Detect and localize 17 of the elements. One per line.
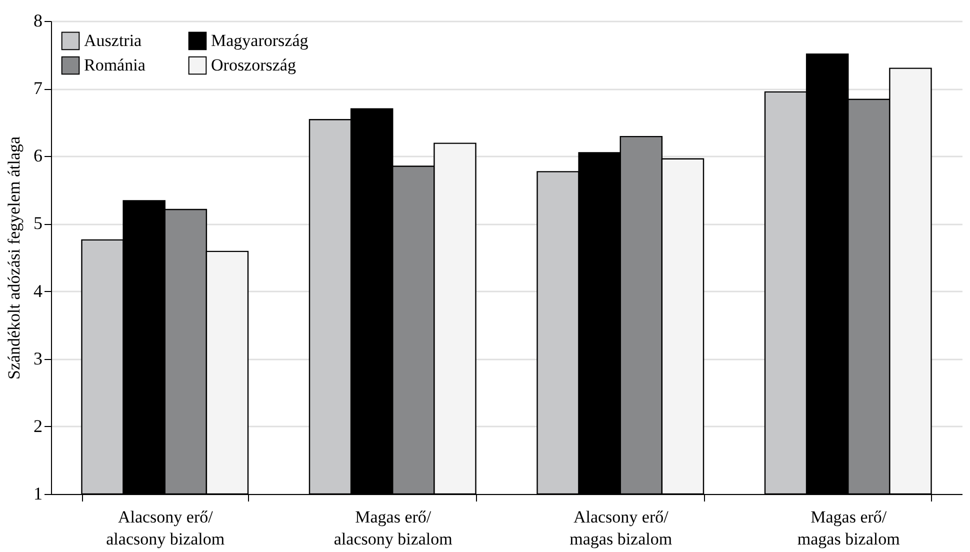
- legend-label: Románia: [84, 56, 146, 74]
- x-tick-label: Magas erő/ alacsony bizalom: [334, 508, 452, 548]
- legend-label: Ausztria: [84, 30, 142, 50]
- x-tick-label: Alacsony erő/ magas bizalom: [570, 508, 672, 548]
- legend-label: Oroszország: [211, 56, 296, 74]
- x-tick-label: Alacsony erő/ alacsony bizalom: [106, 508, 225, 548]
- y-axis-title: Szándékolt adózási fegyelem átlaga: [4, 136, 24, 380]
- y-tick-label: 7: [34, 78, 42, 98]
- y-tick-label: 8: [34, 10, 42, 30]
- y-tick-label: 3: [34, 348, 42, 368]
- y-tick-label: 4: [34, 280, 42, 301]
- x-tick-label: Magas erő/ magas bizalom: [797, 508, 900, 548]
- y-tick-label: 2: [34, 416, 42, 436]
- y-tick-label: 6: [34, 146, 42, 166]
- legend-label: Magyarország: [211, 30, 309, 50]
- y-tick-label: 1: [34, 484, 42, 504]
- y-tick-label: 5: [34, 213, 42, 234]
